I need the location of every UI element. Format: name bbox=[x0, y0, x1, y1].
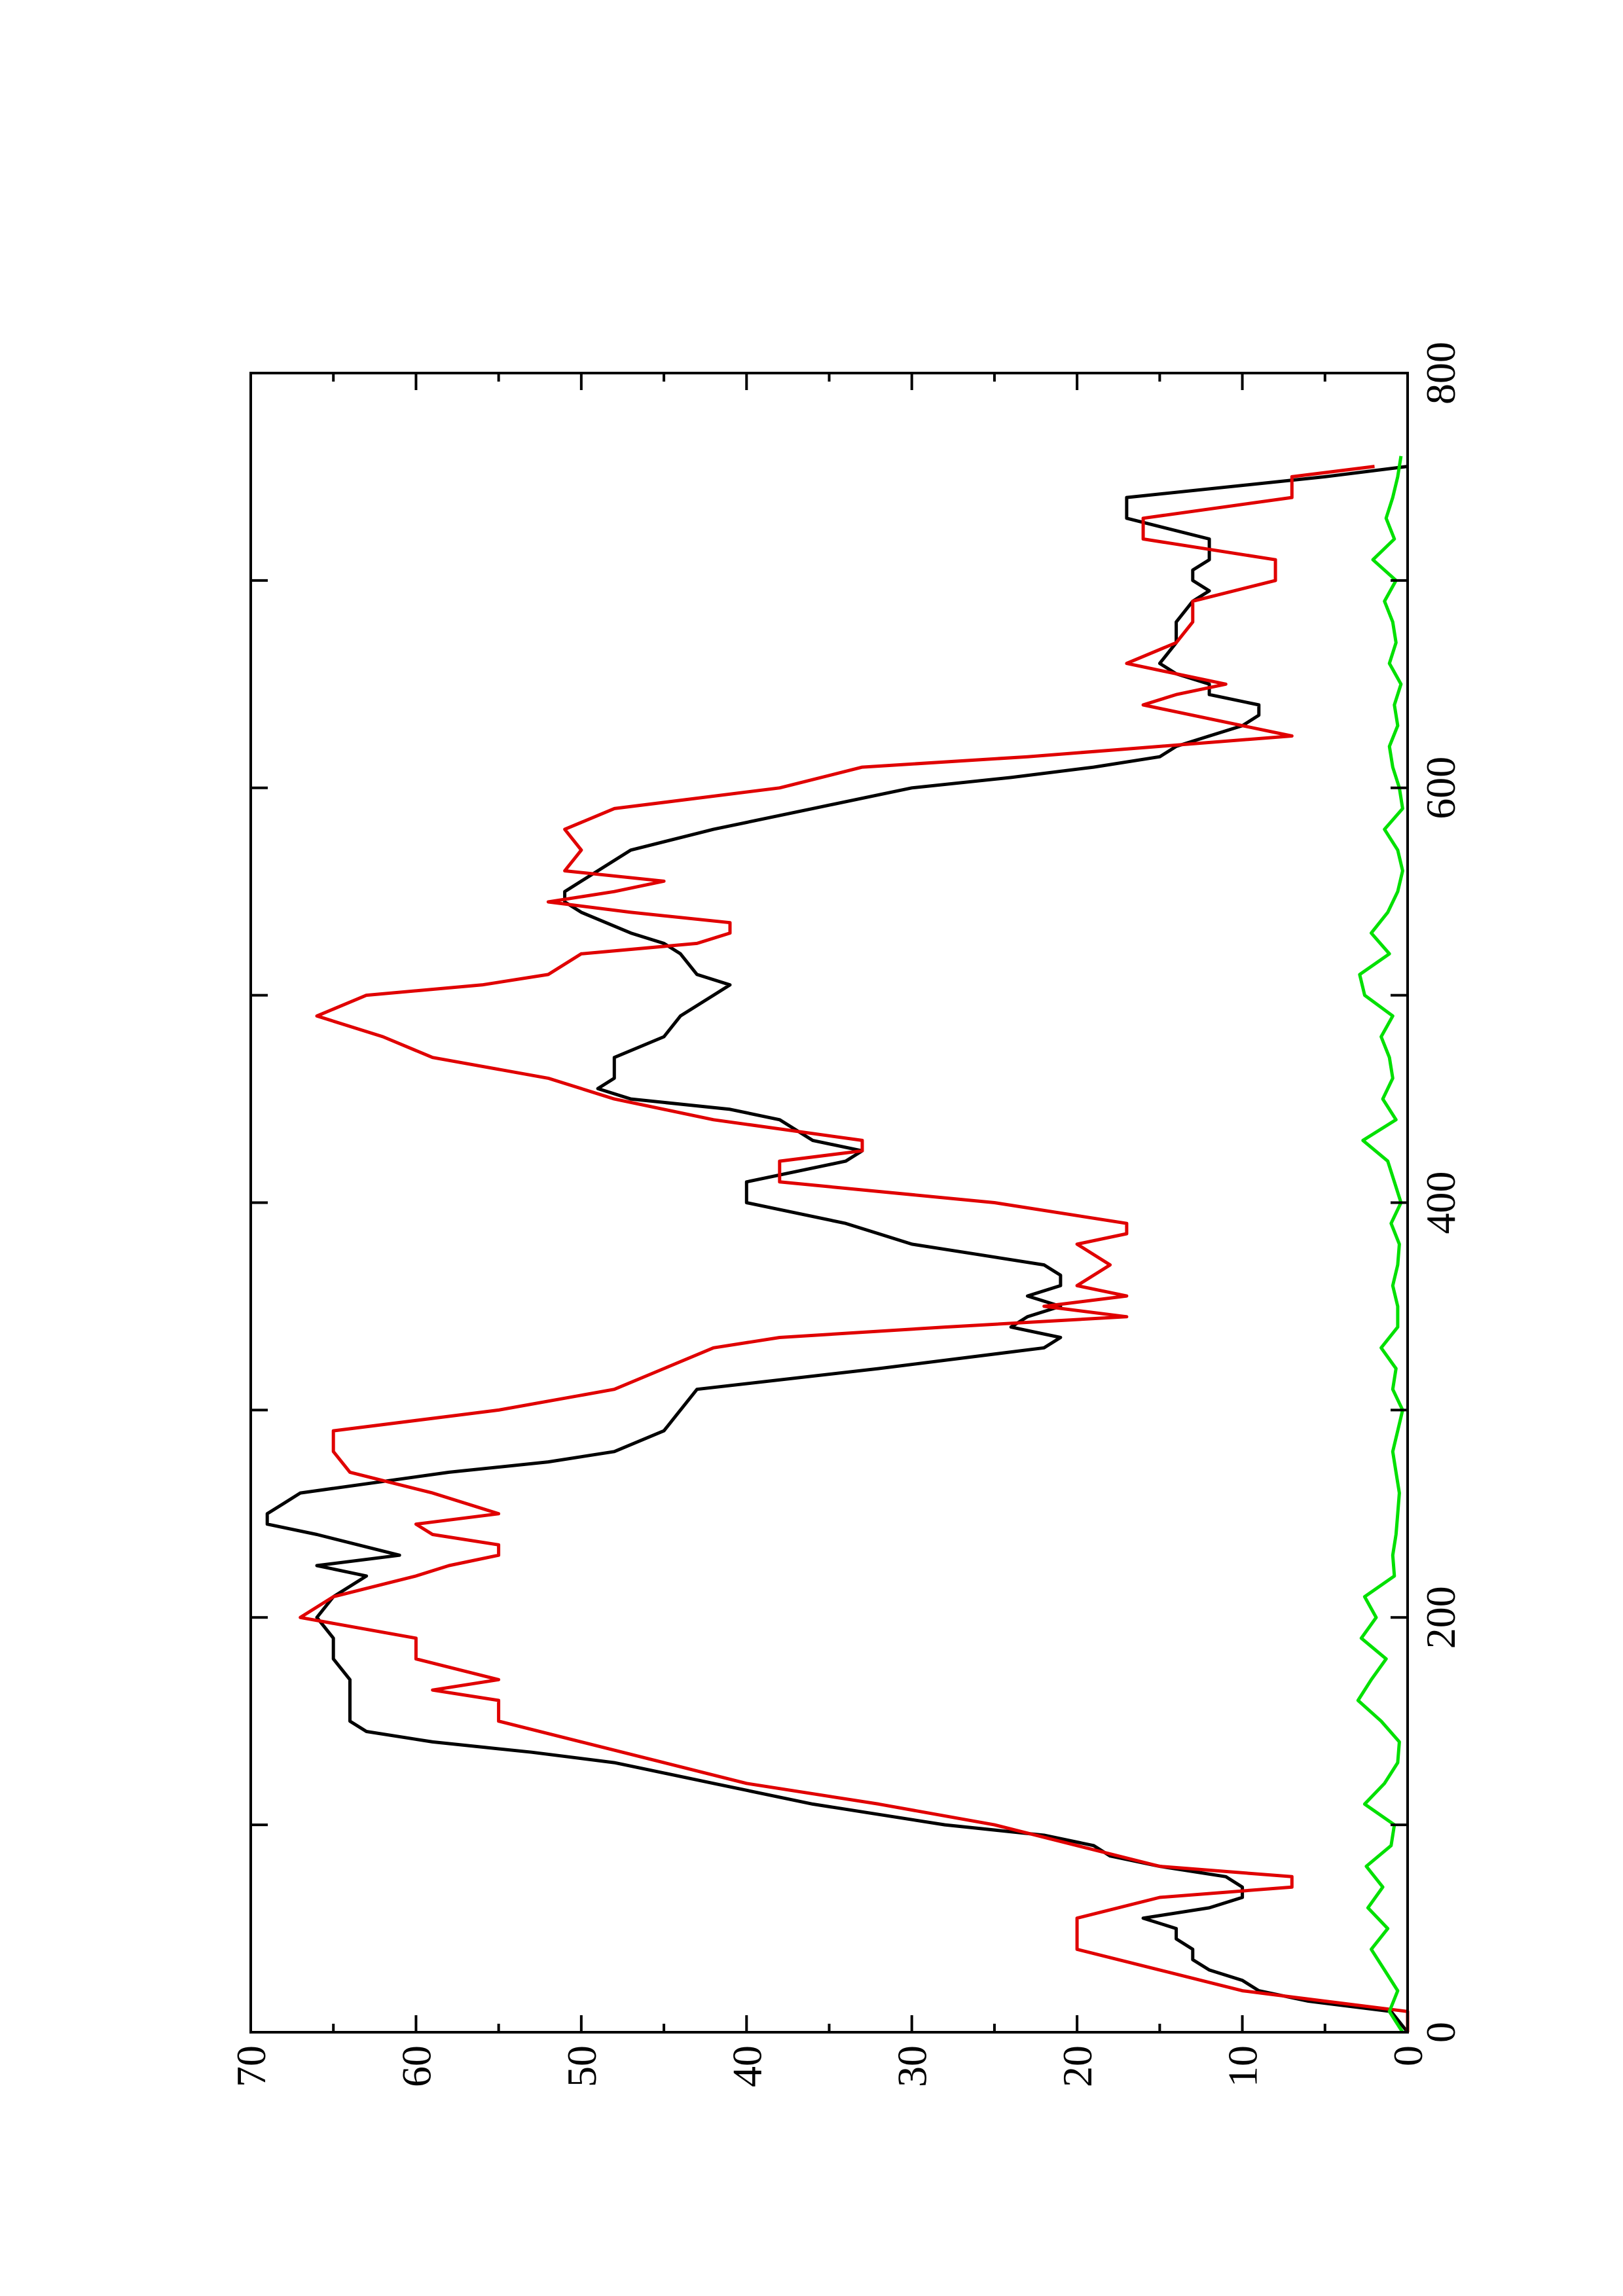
x-tick-label: 200 bbox=[1417, 1586, 1464, 1649]
y-tick-label: 70 bbox=[228, 2045, 274, 2087]
series-layer bbox=[265, 456, 1410, 2034]
y-tick-label: 40 bbox=[723, 2045, 770, 2087]
y-tick-label: 10 bbox=[1220, 2045, 1266, 2087]
ticks-layer bbox=[249, 372, 1409, 2034]
labels-layer: 0 200 400 600 800 0 10 20 30 40 50 60 70 bbox=[228, 342, 1464, 2087]
series-line-3 bbox=[1356, 456, 1404, 2034]
x-tick-label: 0 bbox=[1417, 2022, 1464, 2043]
series-line-2 bbox=[299, 465, 1410, 2032]
x-tick-label: 400 bbox=[1417, 1172, 1464, 1234]
x-tick-label: 600 bbox=[1417, 757, 1464, 819]
y-tick-label: 20 bbox=[1054, 2045, 1101, 2087]
y-tick-label: 0 bbox=[1385, 2045, 1431, 2066]
series-line-1 bbox=[265, 465, 1409, 2034]
y-tick-label: 60 bbox=[393, 2045, 439, 2087]
y-tick-label: 50 bbox=[558, 2045, 605, 2087]
y-tick-label: 30 bbox=[889, 2045, 936, 2087]
x-tick-label: 800 bbox=[1417, 342, 1464, 404]
